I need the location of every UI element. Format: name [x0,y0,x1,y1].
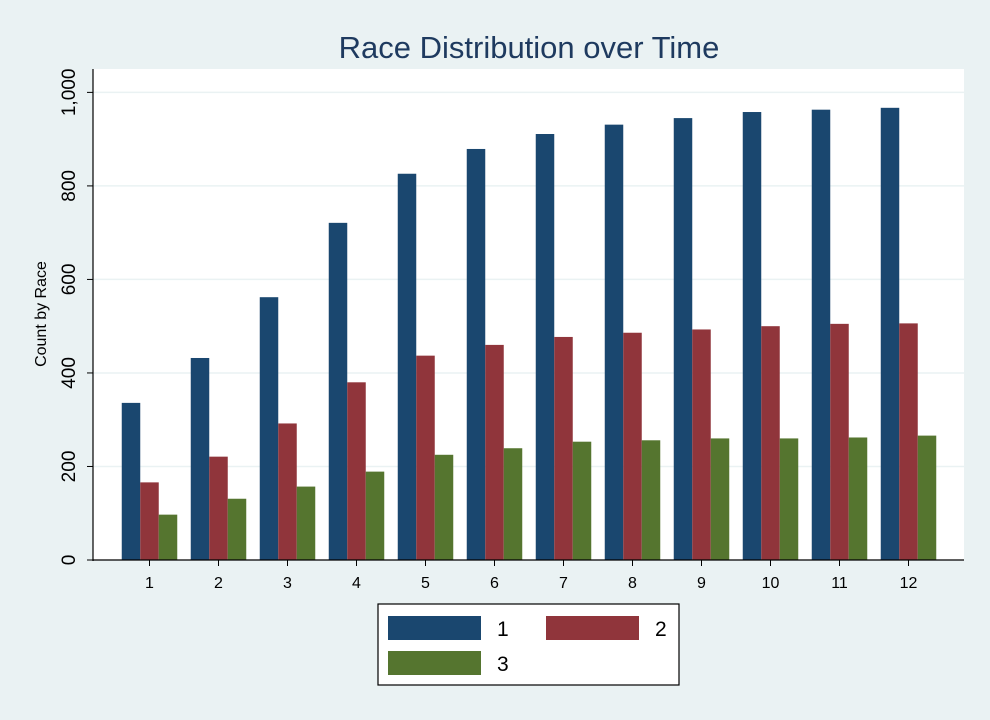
bar-series-1-cat-1 [121,402,141,560]
bar-series-3-cat-2 [227,498,247,560]
legend: 1 2 3 [377,603,680,686]
x-tick-label: 3 [283,575,292,592]
x-tick-label: 10 [762,575,780,592]
y-axis-label: Count by Race [33,261,50,367]
bar-series-1-cat-5 [397,173,417,560]
bar-series-2-cat-2 [209,456,228,560]
bar-series-2-cat-11 [830,323,849,560]
bar-series-1-cat-12 [880,107,900,560]
bar-series-1-cat-6 [466,148,486,560]
bar-series-1-cat-7 [535,133,555,560]
legend-swatch-2 [546,616,639,640]
bar-series-2-cat-4 [347,382,366,560]
legend-label-1: 1 [497,618,509,641]
bar-series-2-cat-6 [485,344,504,560]
legend-swatch-3 [388,651,481,675]
bar-series-2-cat-9 [692,329,711,560]
x-axis-ticks: 1 2 3 4 5 6 7 8 9 10 11 12 [145,560,918,592]
y-tick-label: 0 [59,555,80,566]
x-tick-label: 4 [352,575,361,592]
legend-label-2: 2 [655,618,667,641]
legend-items: 1 2 3 [388,616,667,676]
bar-series-1-cat-10 [742,112,762,561]
y-tick-label: 600 [59,264,80,296]
bar-series-2-cat-3 [278,423,297,560]
bars [121,107,937,561]
legend-swatch-1 [388,616,481,640]
chart-title: Race Distribution over Time [339,30,720,65]
x-tick-label: 12 [900,575,918,592]
bar-series-1-cat-4 [328,222,348,560]
bar-series-2-cat-7 [554,336,573,560]
bar-series-1-cat-2 [190,357,210,560]
bar-series-1-cat-11 [811,109,831,560]
y-tick-label: 400 [59,357,80,389]
bar-series-1-cat-8 [604,124,624,560]
bar-series-3-cat-8 [641,440,661,560]
bar-series-3-cat-6 [503,448,523,560]
bar-series-2-cat-5 [416,355,435,560]
x-tick-label: 8 [628,575,637,592]
y-tick-label: 1,000 [59,69,80,117]
bar-series-3-cat-10 [779,438,799,560]
y-tick-label: 200 [59,451,80,483]
bar-series-3-cat-3 [296,486,316,560]
bar-series-3-cat-11 [848,437,868,560]
y-tick-label: 800 [59,170,80,202]
bar-series-2-cat-1 [140,482,159,560]
bar-series-3-cat-12 [917,435,937,560]
bar-series-3-cat-7 [572,441,592,560]
bar-series-3-cat-5 [434,454,454,560]
y-axis-ticks: 0 200 400 600 800 1,000 [59,69,93,566]
bar-series-3-cat-1 [158,514,178,560]
x-tick-label: 2 [214,575,223,592]
x-tick-label: 1 [145,575,154,592]
bar-series-3-cat-9 [710,438,730,560]
bar-series-2-cat-8 [623,332,642,560]
bar-series-3-cat-4 [365,471,385,560]
legend-label-3: 3 [497,653,509,676]
x-tick-label: 9 [697,575,706,592]
x-tick-label: 11 [831,575,848,592]
bar-series-2-cat-12 [899,323,918,560]
x-tick-label: 6 [490,575,499,592]
bar-series-1-cat-3 [259,297,279,560]
x-tick-label: 5 [421,575,430,592]
bar-series-1-cat-9 [673,118,693,560]
bar-series-2-cat-10 [761,326,780,560]
x-tick-label: 7 [559,575,568,592]
